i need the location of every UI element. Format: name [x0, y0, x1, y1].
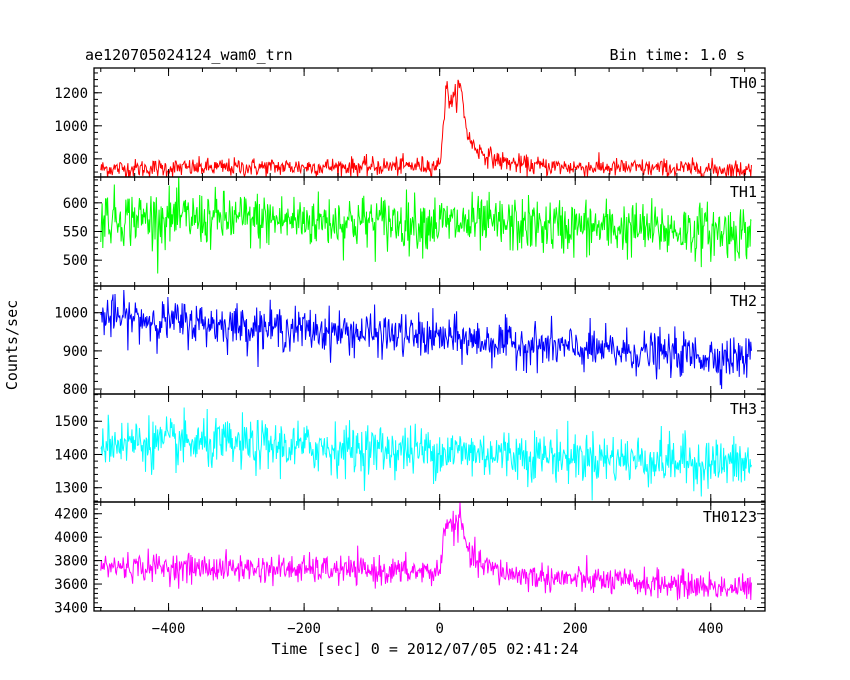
- panel-label: TH2: [730, 292, 757, 310]
- x-axis: −400 −200 0 200 400: [152, 621, 724, 637]
- x-tick-label: 0: [435, 621, 443, 637]
- y-tick-label: 3800: [54, 554, 88, 570]
- series-line-th3: [100, 407, 752, 501]
- y-tick-label: 1000: [54, 306, 88, 322]
- x-axis-label: Time [sec] 0 = 2012/07/05 02:41:24: [271, 640, 578, 658]
- y-tick-label: 4200: [54, 507, 88, 523]
- panel-label: TH0123: [703, 508, 757, 526]
- panel-label: TH0: [730, 74, 757, 92]
- panel-th3: 1300 1400 1500 TH3: [54, 393, 766, 503]
- y-tick-label: 1300: [54, 481, 88, 497]
- y-tick-label: 1500: [54, 414, 88, 430]
- chart-title-right: Bin time: 1.0 s: [610, 46, 745, 64]
- panels-group: 800 1000 1200 TH0 500 550 600 TH1 800 900 1000 TH2 1…: [54, 67, 766, 616]
- y-tick-label: 550: [63, 225, 88, 241]
- panel-label: TH1: [730, 183, 757, 201]
- y-tick-label: 900: [63, 344, 88, 360]
- y-tick-label: 1400: [54, 447, 88, 463]
- panel-th0123: 3400 3600 3800 4000 4200 TH0123: [54, 501, 766, 616]
- panel-th1: 500 550 600 TH1: [63, 176, 766, 287]
- y-tick-label: 1200: [54, 86, 88, 102]
- y-axis-label: Counts/sec: [3, 300, 21, 390]
- panel-th0: 800 1000 1200 TH0: [54, 67, 766, 178]
- y-tick-label: 500: [63, 253, 88, 269]
- y-tick-label: 3400: [54, 600, 88, 616]
- y-tick-label: 4000: [54, 530, 88, 546]
- series-line-th1: [100, 177, 752, 274]
- series-line-th0123: [100, 502, 752, 601]
- x-tick-label: 200: [563, 621, 588, 637]
- y-tick-label: 600: [63, 196, 88, 212]
- chart-title-left: ae120705024124_wam0_trn: [85, 46, 293, 64]
- y-tick-label: 3600: [54, 577, 88, 593]
- panel-label: TH3: [730, 400, 757, 418]
- series-line-th2: [100, 289, 752, 390]
- x-tick-label: −400: [152, 621, 186, 637]
- y-tick-label: 800: [63, 382, 88, 398]
- x-tick-label: 400: [698, 621, 723, 637]
- panel-th2: 800 900 1000 TH2: [54, 285, 766, 398]
- series-line-th0: [100, 79, 752, 177]
- y-tick-label: 1000: [54, 119, 88, 135]
- y-tick-label: 800: [63, 152, 88, 168]
- x-tick-label: −200: [287, 621, 321, 637]
- panel-frame: [93, 501, 766, 612]
